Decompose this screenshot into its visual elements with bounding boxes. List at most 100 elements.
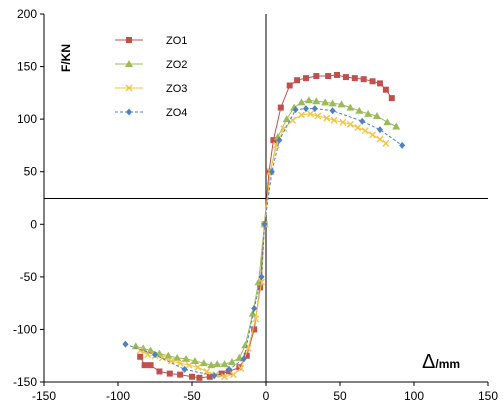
data-point — [229, 371, 237, 379]
data-point — [304, 96, 313, 104]
data-point — [306, 110, 314, 118]
legend-label: ZO4 — [166, 107, 187, 119]
data-point — [136, 346, 144, 354]
data-point — [376, 126, 383, 134]
legend-label: ZO1 — [166, 35, 187, 47]
legend-label: ZO3 — [166, 83, 187, 95]
data-point — [211, 372, 218, 380]
data-point — [376, 80, 383, 87]
y-axis-label: F/KN — [59, 44, 73, 72]
data-point — [156, 368, 163, 375]
data-point — [392, 122, 401, 130]
data-point — [173, 353, 182, 361]
data-point — [137, 353, 144, 360]
data-point — [360, 76, 367, 83]
data-point — [302, 75, 309, 82]
x-axis-label: Δ/mm — [422, 351, 460, 373]
x-tick-label: -100 — [106, 389, 130, 403]
x-tick-labels: -150 -100 -50 0 50 100 150 — [32, 389, 498, 403]
data-point — [226, 365, 232, 373]
y-tick-label: -150 — [13, 375, 37, 389]
data-point — [364, 109, 373, 117]
legend: ZO1 ZO2 ZO3 ZO4 — [115, 35, 187, 119]
data-point — [166, 370, 173, 377]
data-point — [227, 358, 236, 366]
data-point — [251, 304, 258, 312]
data-point — [167, 357, 175, 365]
data-point — [277, 104, 284, 111]
y-tick-label: 50 — [24, 165, 38, 179]
data-point — [297, 98, 306, 106]
legend-item: ZO3 — [115, 83, 187, 95]
data-point — [218, 370, 225, 377]
x-tick-label: 0 — [263, 389, 270, 403]
data-point — [125, 84, 133, 92]
x-tick-label: -150 — [32, 389, 56, 403]
x-tick-label: 50 — [333, 389, 347, 403]
series-line — [135, 99, 397, 366]
legend-item: ZO2 — [115, 59, 187, 71]
series-zo4 — [122, 105, 406, 380]
series-line — [125, 108, 403, 377]
data-point — [359, 117, 366, 125]
data-point — [220, 360, 229, 368]
series-layer — [122, 71, 406, 381]
data-point — [346, 103, 355, 111]
data-point — [252, 315, 260, 323]
data-point — [399, 141, 406, 149]
data-point — [286, 82, 293, 89]
y-tick-label: 200 — [17, 7, 37, 21]
data-point — [251, 326, 258, 333]
data-point — [126, 37, 132, 43]
data-point — [152, 351, 158, 359]
data-point — [354, 124, 362, 132]
data-point — [313, 73, 320, 80]
legend-item: ZO4 — [115, 107, 187, 119]
data-point — [182, 354, 191, 362]
data-point — [302, 105, 309, 113]
data-point — [361, 127, 369, 135]
data-point — [282, 115, 291, 123]
data-point — [177, 371, 184, 378]
x-tick-label: 150 — [478, 389, 498, 403]
data-point — [258, 273, 265, 281]
data-point — [181, 365, 188, 373]
data-point — [237, 364, 245, 372]
y-tick-label: -100 — [13, 322, 37, 336]
legend-item: ZO1 — [115, 35, 187, 47]
data-point — [196, 374, 203, 381]
data-point — [207, 361, 216, 369]
data-point — [382, 86, 389, 93]
data-point — [199, 359, 208, 367]
data-point — [270, 137, 277, 144]
data-point — [369, 78, 376, 85]
x-axis-label-symbol: Δ — [422, 351, 435, 373]
data-point — [382, 139, 390, 147]
x-tick-label: -50 — [183, 389, 201, 403]
data-point — [147, 362, 154, 369]
data-point — [312, 97, 321, 105]
data-point — [292, 106, 299, 114]
data-point — [141, 362, 148, 369]
data-point — [190, 356, 199, 364]
data-point — [311, 105, 318, 113]
data-point — [248, 309, 257, 317]
data-point — [125, 60, 133, 67]
axes — [40, 13, 489, 386]
data-point — [126, 108, 132, 116]
data-point — [189, 373, 195, 380]
data-point — [206, 373, 213, 380]
data-point — [329, 107, 336, 115]
data-point — [334, 71, 341, 78]
data-point — [388, 95, 395, 102]
data-point — [325, 73, 332, 80]
data-point — [298, 111, 306, 119]
data-point — [369, 131, 377, 139]
data-point — [355, 106, 364, 114]
y-tick-label: -50 — [20, 270, 38, 284]
data-point — [164, 351, 173, 359]
data-point — [276, 136, 283, 144]
data-point — [330, 116, 338, 124]
data-point — [376, 135, 384, 143]
